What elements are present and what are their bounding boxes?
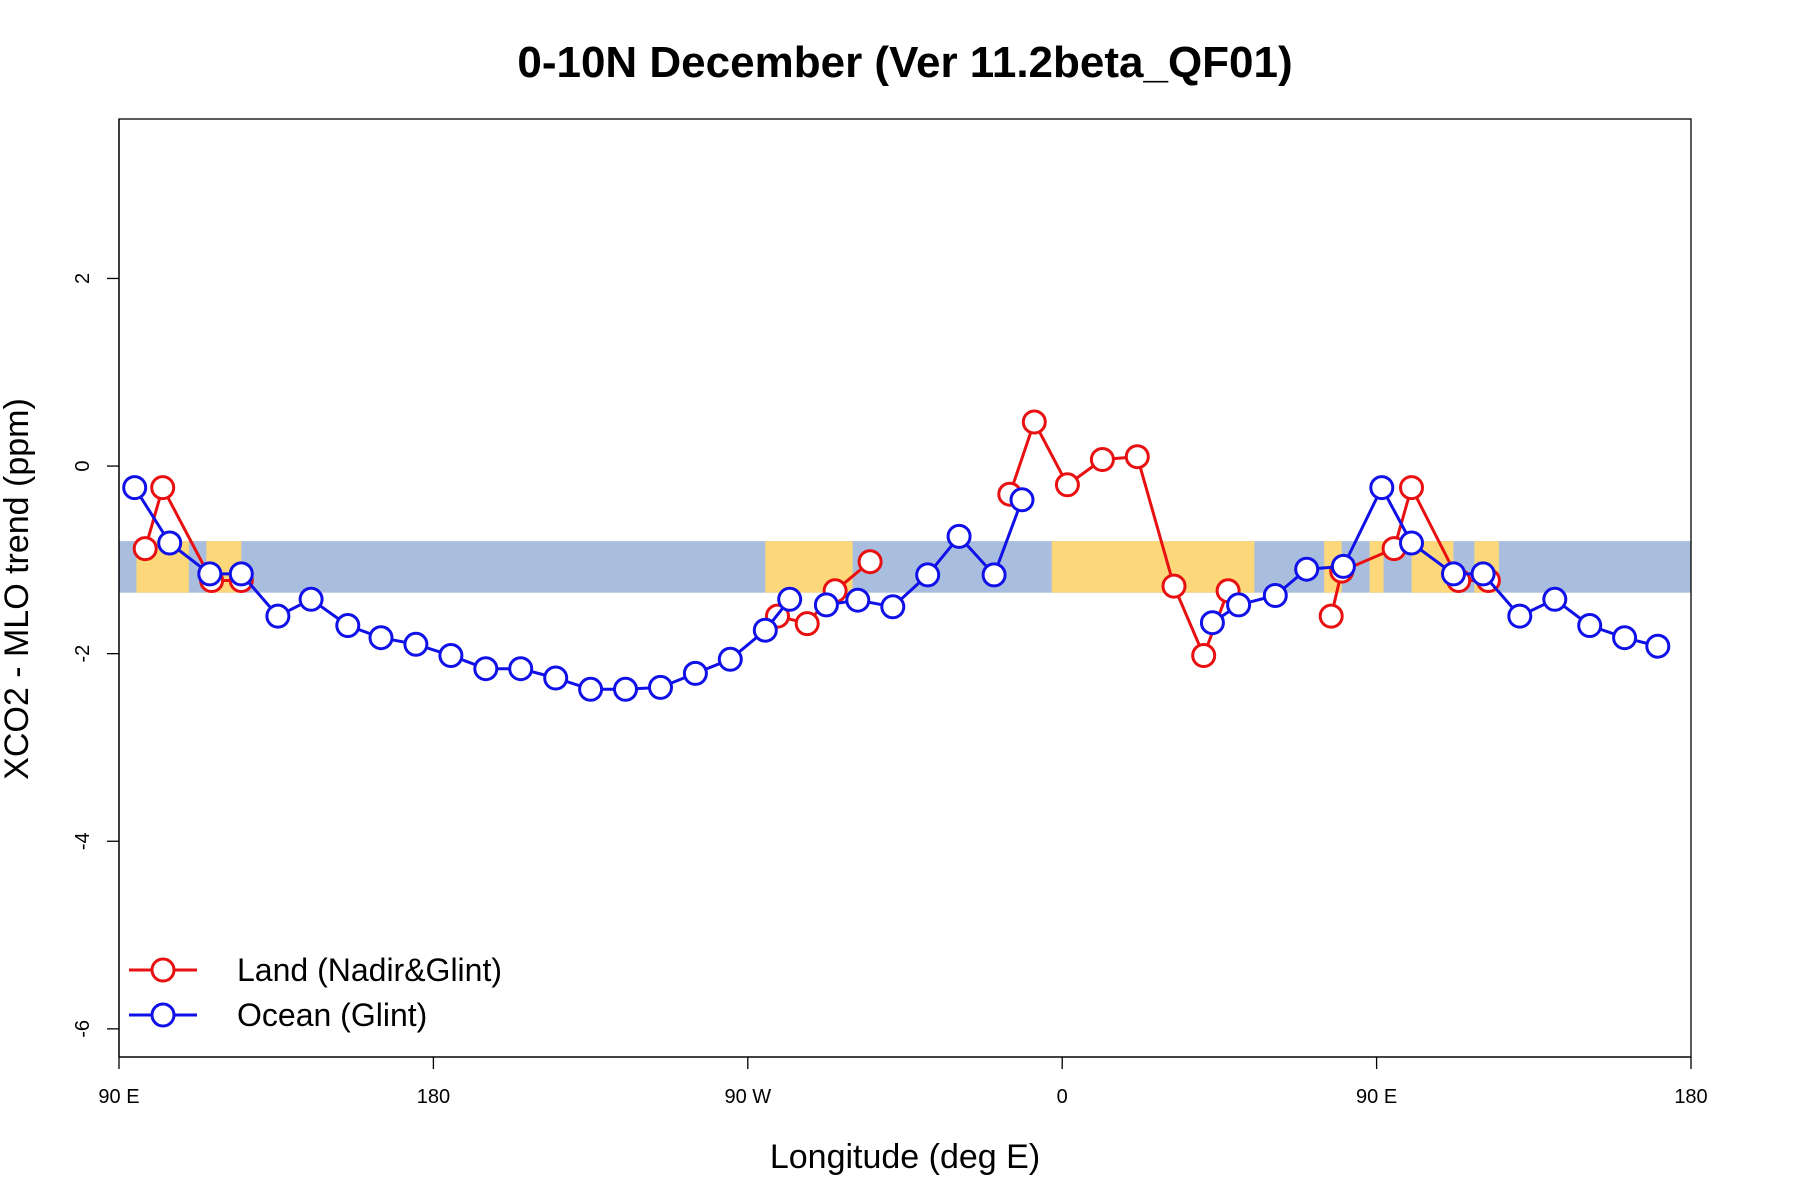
data-point (508, 656, 534, 682)
data-point (613, 676, 638, 702)
data-point (813, 592, 839, 618)
data-point (1226, 592, 1252, 618)
data-point (1441, 561, 1466, 587)
data-point (981, 562, 1007, 588)
data-point (368, 625, 394, 651)
data-point (157, 530, 183, 556)
data-point (122, 475, 148, 501)
data-point (915, 562, 941, 588)
data-point (717, 646, 743, 672)
data-point (298, 586, 324, 612)
x-tick-label: 0 (1057, 1086, 1068, 1108)
data-point (335, 613, 361, 638)
legend-marker-0 (150, 957, 176, 983)
data-point (880, 594, 906, 620)
data-point (1089, 447, 1115, 472)
x-tick-label: 90 E (98, 1086, 139, 1108)
band-land-5 (1369, 541, 1384, 593)
x-tick-label: 90 E (1356, 1086, 1397, 1108)
data-point (150, 475, 176, 501)
series-ocean (122, 475, 1671, 702)
data-point (1470, 561, 1496, 587)
data-point (1399, 475, 1424, 501)
data-point (1021, 409, 1047, 435)
legend-label-1: Ocean (Glint) (237, 997, 427, 1033)
data-point (1191, 643, 1217, 668)
x-tick-label: 180 (1674, 1086, 1707, 1108)
data-point (1369, 475, 1395, 501)
chart-title: 0-10N December (Ver 11.2beta_QF01) (517, 38, 1292, 87)
data-point (403, 631, 429, 657)
y-axis: 2 0 -2 -4 -6 (72, 119, 120, 1057)
data-point (228, 561, 254, 587)
x-tick-label: 180 (417, 1086, 450, 1108)
data-point (682, 660, 708, 686)
data-point (473, 656, 499, 682)
data-point (1612, 625, 1638, 651)
data-point (946, 523, 972, 549)
series-line-0-2 (1008, 420, 1230, 657)
legend-label-0: Land (Nadir&Glint) (237, 952, 502, 988)
y-tick-label: -4 (72, 832, 94, 850)
data-point (1199, 610, 1225, 636)
x-axis-title: Longitude (deg E) (770, 1138, 1040, 1176)
data-point (1318, 603, 1344, 629)
data-point (1645, 633, 1671, 659)
y-tick-label: 2 (72, 273, 94, 284)
data-point (543, 665, 569, 691)
data-point (438, 643, 464, 668)
data-point (1161, 573, 1187, 599)
x-axis: 90 E 180 90 W 0 90 E 180 (98, 1056, 1708, 1108)
data-point (1399, 530, 1424, 556)
data-point (794, 611, 820, 637)
y-tick-label: 0 (72, 460, 94, 471)
data-point (857, 549, 883, 575)
data-point (648, 674, 673, 700)
data-point (1009, 487, 1035, 513)
data-point (1507, 603, 1533, 629)
data-point (752, 617, 778, 643)
data-point (1330, 553, 1356, 579)
data-point (1124, 444, 1150, 470)
x-tick-label: 90 W (724, 1086, 771, 1108)
legend: Land (Nadir&Glint) Ocean (Glint) (129, 952, 502, 1033)
data-point (578, 676, 604, 702)
data-point (265, 603, 291, 629)
data-point (197, 561, 223, 587)
y-tick-label: -6 (72, 1020, 94, 1038)
y-axis-title: XCO2 - MLO trend (ppm) (0, 398, 36, 780)
y-tick-label: -2 (72, 645, 94, 663)
data-point (777, 586, 803, 612)
data-point (1054, 472, 1080, 498)
data-point (1294, 556, 1320, 582)
data-point (1577, 613, 1603, 638)
data-point (845, 587, 871, 613)
data-point (1542, 586, 1568, 612)
legend-marker-1 (150, 1002, 176, 1028)
data-point (132, 536, 158, 562)
series-layer (122, 409, 1671, 702)
data-point (1262, 583, 1288, 608)
